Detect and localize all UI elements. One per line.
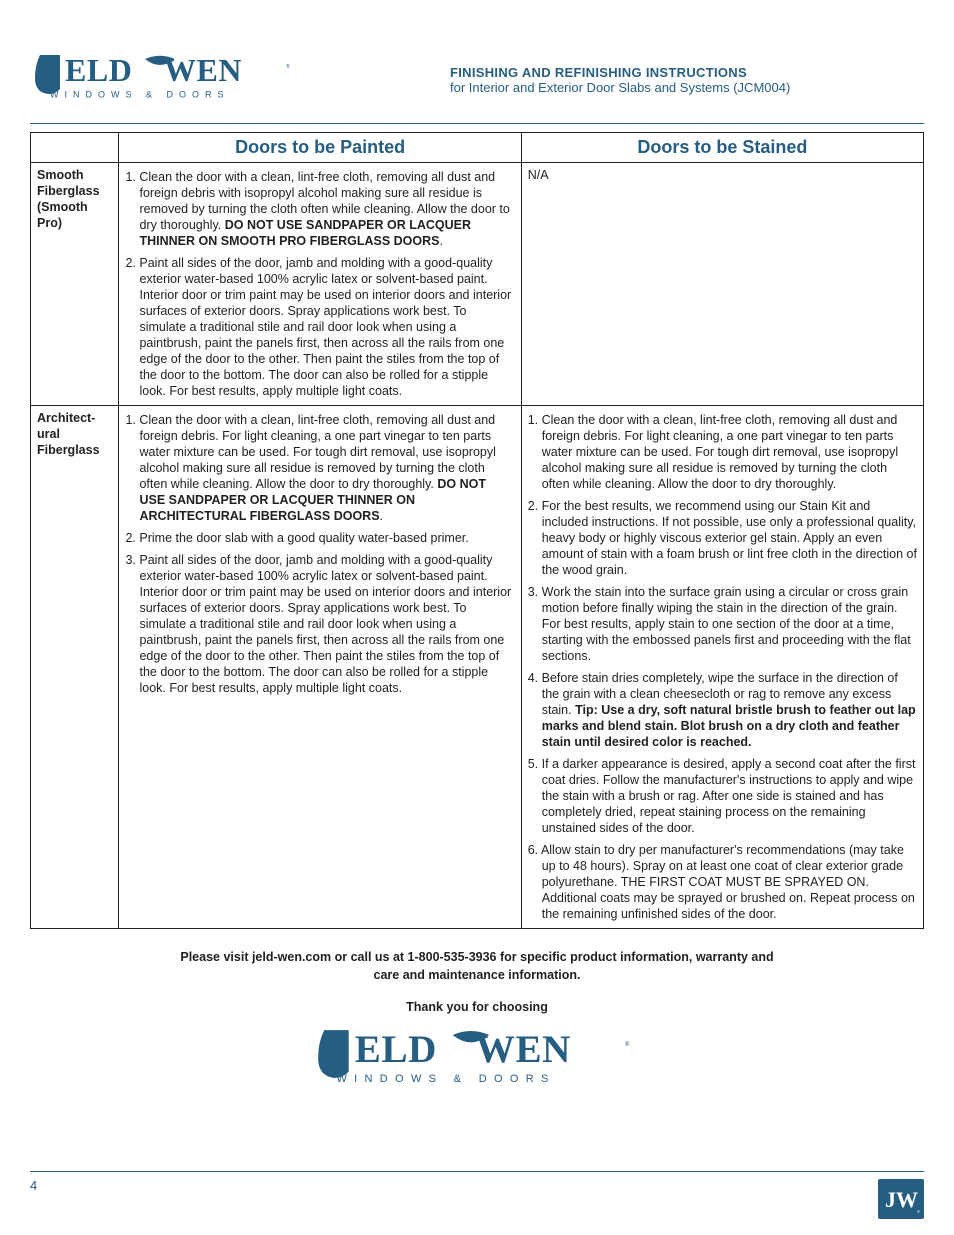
jeldwen-logo-top: ELD WEN ® WINDOWS & DOORS bbox=[30, 50, 300, 105]
document-header: ELD WEN ® WINDOWS & DOORS FINISHING AND … bbox=[30, 50, 924, 115]
svg-text:WEN: WEN bbox=[476, 1028, 571, 1071]
instruction-step: 5. If a darker appearance is desired, ap… bbox=[528, 756, 917, 836]
jeldwen-logo-bottom: ELD WEN ® WINDOWS & DOORS bbox=[312, 1024, 642, 1091]
svg-text:WEN: WEN bbox=[164, 52, 242, 88]
svg-text:®: ® bbox=[625, 1041, 630, 1048]
header-subtitle: for Interior and Exterior Door Slabs and… bbox=[450, 80, 924, 95]
jw-mark-icon: JW ® bbox=[878, 1179, 924, 1219]
corner-cell bbox=[31, 133, 119, 163]
instruction-step: 1. Clean the door with a clean, lint-fre… bbox=[528, 412, 917, 492]
page-number: 4 bbox=[30, 1178, 924, 1193]
col-painted-header: Doors to be Painted bbox=[119, 133, 521, 163]
instruction-step: 4. Before stain dries completely, wipe t… bbox=[528, 670, 917, 750]
header-title: FINISHING AND REFINISHING INSTRUCTIONS bbox=[450, 65, 924, 80]
instruction-step: 2. Prime the door slab with a good quali… bbox=[125, 530, 514, 546]
svg-text:®: ® bbox=[917, 1209, 920, 1214]
arch-painted-cell: 1. Clean the door with a clean, lint-fre… bbox=[119, 406, 521, 929]
instruction-step: 1. Clean the door with a clean, lint-fre… bbox=[125, 169, 514, 249]
instruction-step: 2. For the best results, we recommend us… bbox=[528, 498, 917, 578]
instruction-step: 1. Clean the door with a clean, lint-fre… bbox=[125, 412, 514, 524]
smooth-stained-cell: N/A bbox=[521, 163, 923, 406]
footer-rule bbox=[30, 1171, 924, 1172]
row-label-smooth: Smooth Fiberglass (Smooth Pro) bbox=[31, 163, 119, 406]
arch-stained-cell: 1. Clean the door with a clean, lint-fre… bbox=[521, 406, 923, 929]
instruction-step: 2. Paint all sides of the door, jamb and… bbox=[125, 255, 514, 399]
svg-text:ELD: ELD bbox=[65, 52, 132, 88]
row-label-architectural: Architect-ural Fiberglass bbox=[31, 406, 119, 929]
na-text: N/A bbox=[528, 168, 549, 182]
thanks-text: Thank you for choosing bbox=[30, 1000, 924, 1014]
svg-text:®: ® bbox=[286, 63, 290, 70]
footer-note: Please visit jeld-wen.com or call us at … bbox=[177, 949, 777, 984]
smooth-painted-cell: 1. Clean the door with a clean, lint-fre… bbox=[119, 163, 521, 406]
svg-text:JW: JW bbox=[885, 1187, 918, 1212]
instruction-step: 6. Allow stain to dry per manufacturer's… bbox=[528, 842, 917, 922]
svg-text:ELD: ELD bbox=[355, 1028, 437, 1071]
header-rule bbox=[30, 123, 924, 124]
instruction-step: 3. Paint all sides of the door, jamb and… bbox=[125, 552, 514, 696]
svg-text:WINDOWS & DOORS: WINDOWS & DOORS bbox=[336, 1073, 555, 1085]
col-stained-header: Doors to be Stained bbox=[521, 133, 923, 163]
instruction-step: 3. Work the stain into the surface grain… bbox=[528, 584, 917, 664]
header-text-block: FINISHING AND REFINISHING INSTRUCTIONS f… bbox=[300, 61, 924, 95]
instructions-table: Doors to be Painted Doors to be Stained … bbox=[30, 132, 924, 929]
page-footer: 4 JW ® bbox=[30, 1171, 924, 1193]
svg-text:WINDOWS & DOORS: WINDOWS & DOORS bbox=[50, 90, 230, 100]
